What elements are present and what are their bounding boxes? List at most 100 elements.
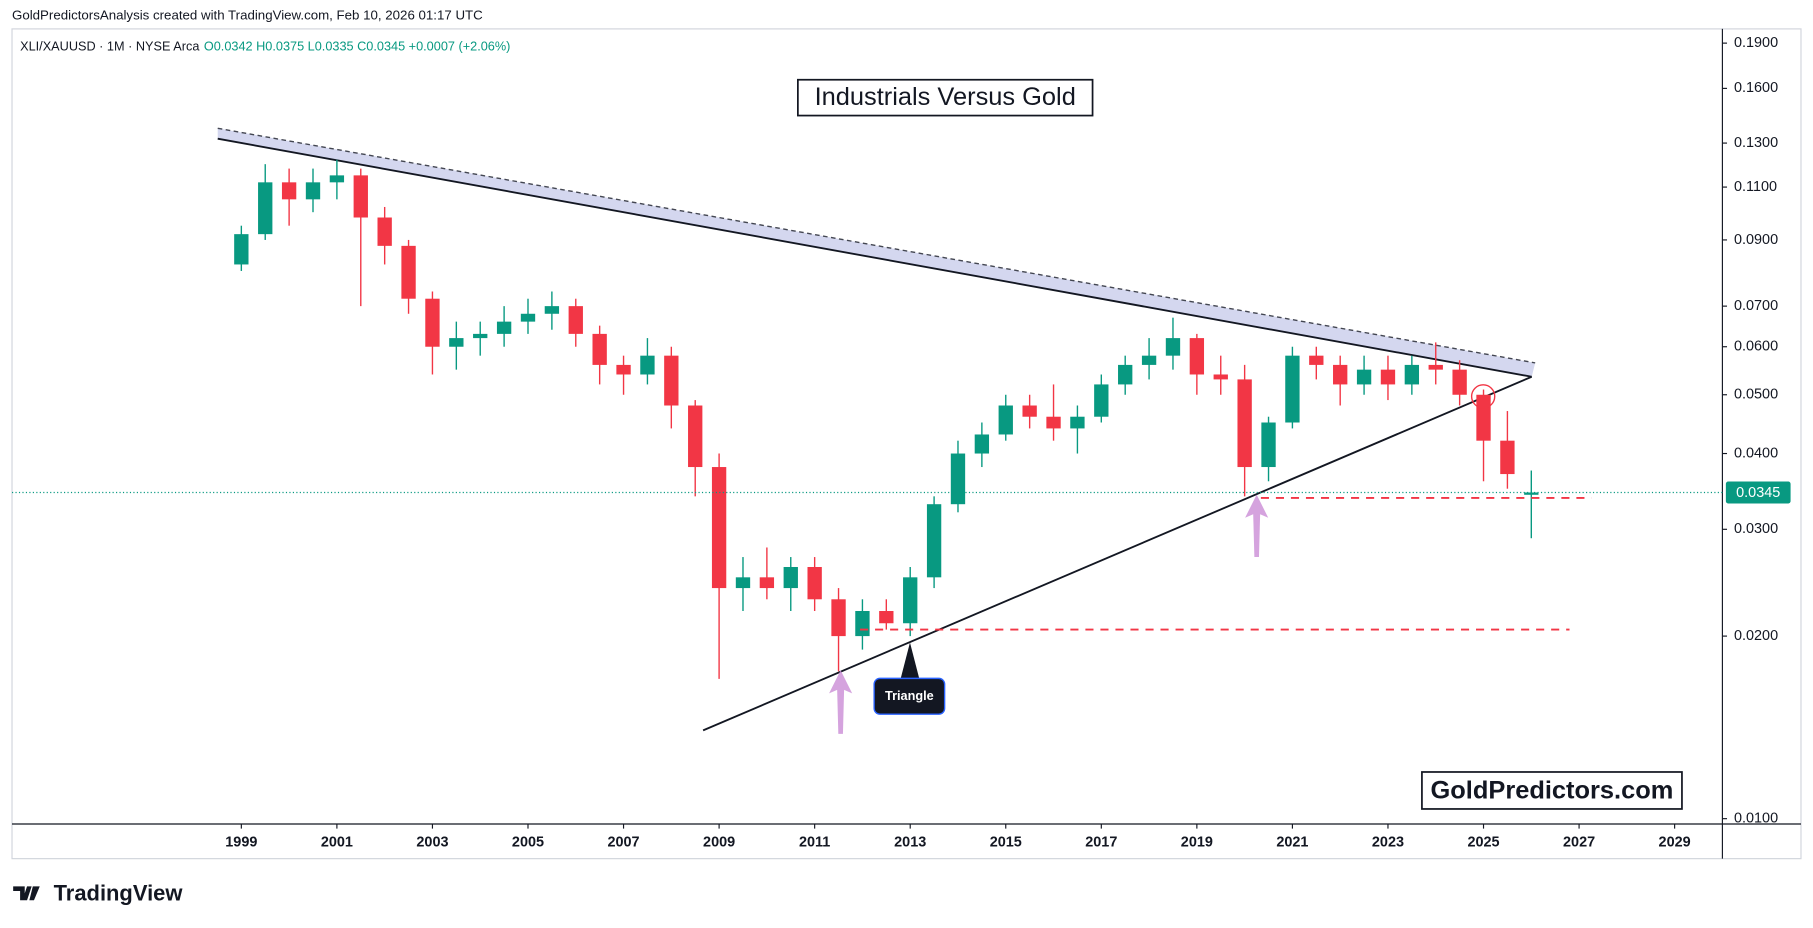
x-tick-label: 2021	[1276, 834, 1308, 850]
brand-name: TradingView	[54, 880, 184, 905]
callout-pointer	[900, 642, 920, 679]
brand-logo: TradingView	[13, 880, 183, 905]
callout-label: Triangle	[885, 688, 934, 703]
y-tick-label: 0.1900	[1734, 35, 1778, 51]
candle-body	[831, 599, 846, 637]
x-tick-label: 2019	[1181, 834, 1213, 850]
x-tick-label: 2013	[894, 834, 926, 850]
x-tick-label: 2025	[1467, 834, 1499, 850]
last-price-tag	[1725, 481, 1791, 504]
y-tick-label: 0.0900	[1734, 232, 1778, 248]
y-tick-label: 0.0400	[1734, 445, 1778, 461]
candle-body	[974, 434, 990, 454]
candle-body	[425, 298, 440, 347]
candle-body	[783, 566, 798, 589]
candle-body	[1356, 369, 1372, 385]
candle-body	[1309, 355, 1324, 365]
x-tick-label: 2017	[1085, 834, 1117, 850]
candle-body	[1189, 338, 1205, 375]
candle-body	[1404, 364, 1420, 385]
arrows	[829, 494, 1269, 734]
candle-body	[329, 175, 345, 183]
candle-body	[640, 355, 655, 375]
y-tick-label: 0.0200	[1734, 628, 1778, 644]
candle-body	[592, 333, 607, 365]
y-tick-label: 0.1300	[1734, 135, 1778, 151]
candle-body	[1261, 422, 1276, 468]
candle-body	[496, 321, 512, 334]
candle-body	[926, 504, 942, 578]
y-tick-label: 0.0600	[1734, 339, 1778, 355]
x-tick-label: 2005	[512, 834, 544, 850]
candle-body	[998, 405, 1013, 435]
watermark-box	[1421, 771, 1683, 810]
candle-body	[544, 306, 560, 314]
x-tick-label: 2003	[416, 834, 448, 850]
candle-body	[1452, 369, 1467, 395]
candle-body	[401, 245, 416, 299]
candle-body	[1046, 416, 1061, 429]
candle-body	[879, 610, 894, 624]
attribution: GoldPredictorsAnalysis created with Trad…	[12, 8, 483, 23]
x-tick-label: 2029	[1659, 834, 1691, 850]
candle-body	[305, 182, 321, 200]
candle-body	[1428, 364, 1443, 370]
y-tick-label: 0.1100	[1734, 179, 1777, 195]
candle-body	[377, 217, 392, 246]
last-price-label: 0.0345	[1736, 485, 1780, 501]
candle-body	[520, 313, 536, 322]
x-tick-label: 2001	[321, 834, 353, 850]
symbol-info: XLI/XAUUSD · 1M · NYSE Arca	[20, 39, 200, 54]
upper-trendline	[217, 137, 1532, 378]
candle-body	[688, 405, 703, 468]
x-tick-label: 1999	[225, 834, 257, 850]
candle-body	[1333, 364, 1348, 385]
x-tick-label: 2011	[799, 834, 830, 850]
candle-body	[473, 333, 488, 339]
candle-body	[1022, 405, 1037, 417]
candle-body	[616, 364, 631, 375]
candle-body	[1070, 416, 1085, 429]
y-tick-label: 0.0700	[1734, 298, 1778, 314]
breakdown-circle	[1470, 384, 1496, 409]
ohlc-values: O0.0342 H0.0375 L0.0335 C0.0345 +0.0007 …	[204, 39, 511, 54]
candle-body	[1524, 492, 1539, 495]
candle-body	[1118, 364, 1133, 385]
candle-body	[664, 355, 679, 406]
candle-body	[1237, 379, 1252, 468]
candle-body	[281, 182, 297, 200]
up-arrow	[1245, 494, 1269, 558]
x-tick-label: 2023	[1372, 834, 1404, 850]
trend-band	[217, 128, 1536, 377]
up-arrow	[829, 670, 853, 734]
candle-body	[950, 453, 966, 505]
candle-body	[1500, 440, 1515, 475]
candle-body	[1476, 394, 1491, 441]
upper-dashed-trendline	[217, 127, 1536, 364]
callout-box	[873, 677, 946, 715]
candle-body	[759, 577, 775, 589]
frame	[11, 28, 1802, 860]
candle-body	[568, 306, 583, 334]
watermark: GoldPredictors.com	[1431, 776, 1674, 804]
candle-body	[1285, 355, 1300, 423]
brand-icon	[13, 886, 40, 901]
candle-body	[234, 234, 249, 265]
x-tick-label: 2015	[990, 834, 1022, 850]
y-tick-label: 0.1600	[1734, 80, 1778, 96]
candle-body	[258, 182, 273, 235]
candle-body	[735, 577, 751, 589]
x-tick-label: 2009	[703, 834, 735, 850]
candle-body	[807, 566, 822, 600]
candle-body	[855, 610, 870, 637]
candle-body	[1165, 338, 1181, 356]
candle-body	[449, 338, 464, 347]
candle-body	[711, 467, 727, 589]
chart-title: Industrials Versus Gold	[815, 83, 1076, 111]
candle-body	[1141, 355, 1157, 365]
candle-body	[1380, 369, 1396, 385]
candles	[234, 159, 1539, 679]
candle-body	[353, 175, 368, 218]
